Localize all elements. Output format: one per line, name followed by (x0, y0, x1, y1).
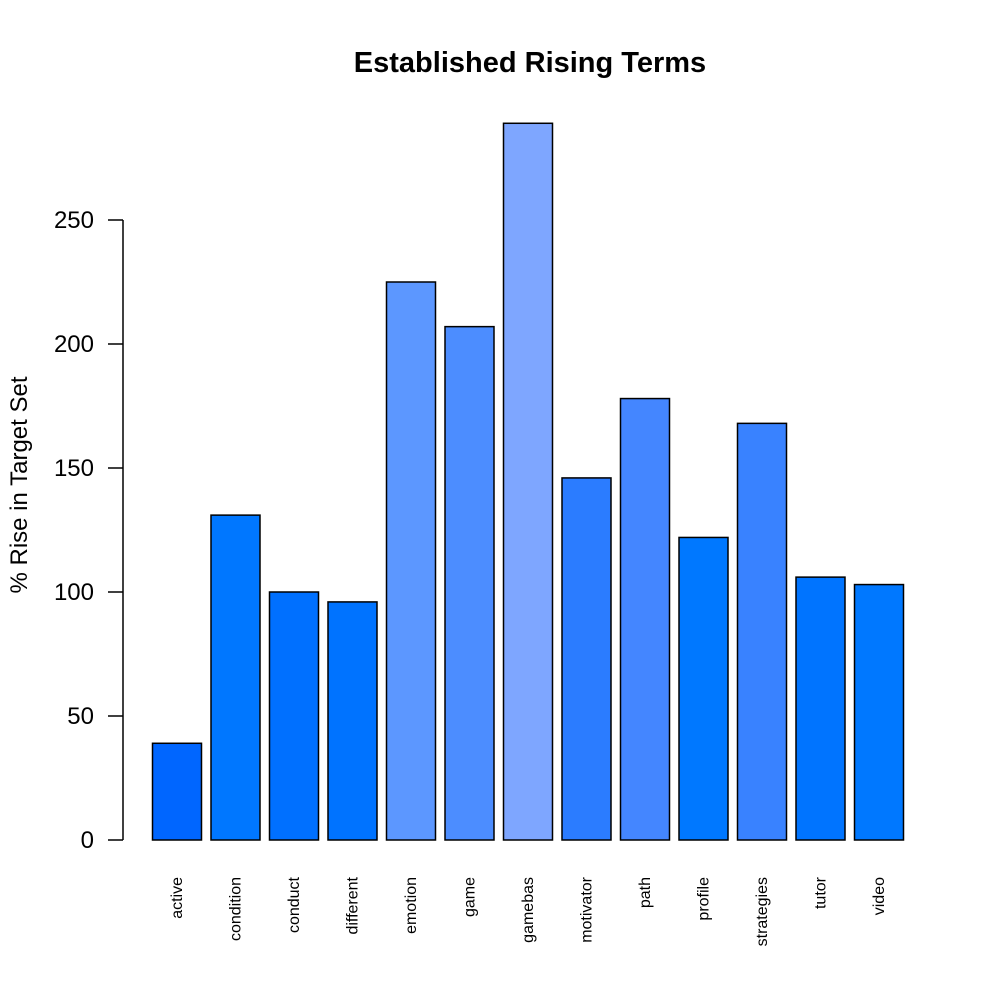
x-tick-label: game (462, 877, 479, 917)
x-tick-label: video (871, 877, 888, 915)
x-tick-label: tutor (813, 876, 830, 909)
x-tick-label: gamebas (520, 877, 537, 943)
bar-condition (210, 514, 261, 841)
x-tick-label: profile (696, 877, 713, 921)
bar-different (327, 601, 378, 841)
y-tick-label: 200 (54, 331, 94, 358)
x-tick-label: different (345, 876, 362, 934)
y-tick-label: 250 (54, 207, 94, 234)
bar-motivator (561, 477, 612, 841)
x-tick-label: path (637, 877, 654, 908)
x-tick-label: condition (228, 877, 245, 941)
y-tick-label: 0 (81, 827, 94, 854)
bar-tutor (795, 576, 846, 841)
bar-conduct (268, 591, 320, 841)
y-tick-label: 50 (67, 703, 94, 730)
bar-video (853, 583, 905, 841)
y-tick-label: 150 (54, 455, 94, 482)
x-tick-label: strategies (754, 877, 771, 946)
bars-group (151, 122, 905, 841)
x-tick-label: emotion (403, 877, 420, 934)
bar-active (151, 742, 203, 841)
bar-strategies (736, 422, 788, 841)
bar-emotion (385, 281, 437, 841)
x-tick-label: active (169, 877, 186, 919)
y-tick-label: 100 (54, 579, 94, 606)
bar-gamebas (502, 122, 554, 841)
bar-path (619, 397, 671, 841)
bar-profile (678, 536, 729, 841)
bar-game (444, 325, 495, 841)
y-axis-label: % Rise in Target Set (6, 376, 33, 593)
x-tick-label: motivator (579, 876, 596, 942)
x-tick-labels: active condition conduct different emotion ga… (169, 876, 888, 946)
x-tick-label: conduct (286, 876, 303, 933)
chart-title: Established Rising Terms (354, 47, 706, 79)
y-axis: 0 50 100 150 200 250 (54, 207, 124, 854)
